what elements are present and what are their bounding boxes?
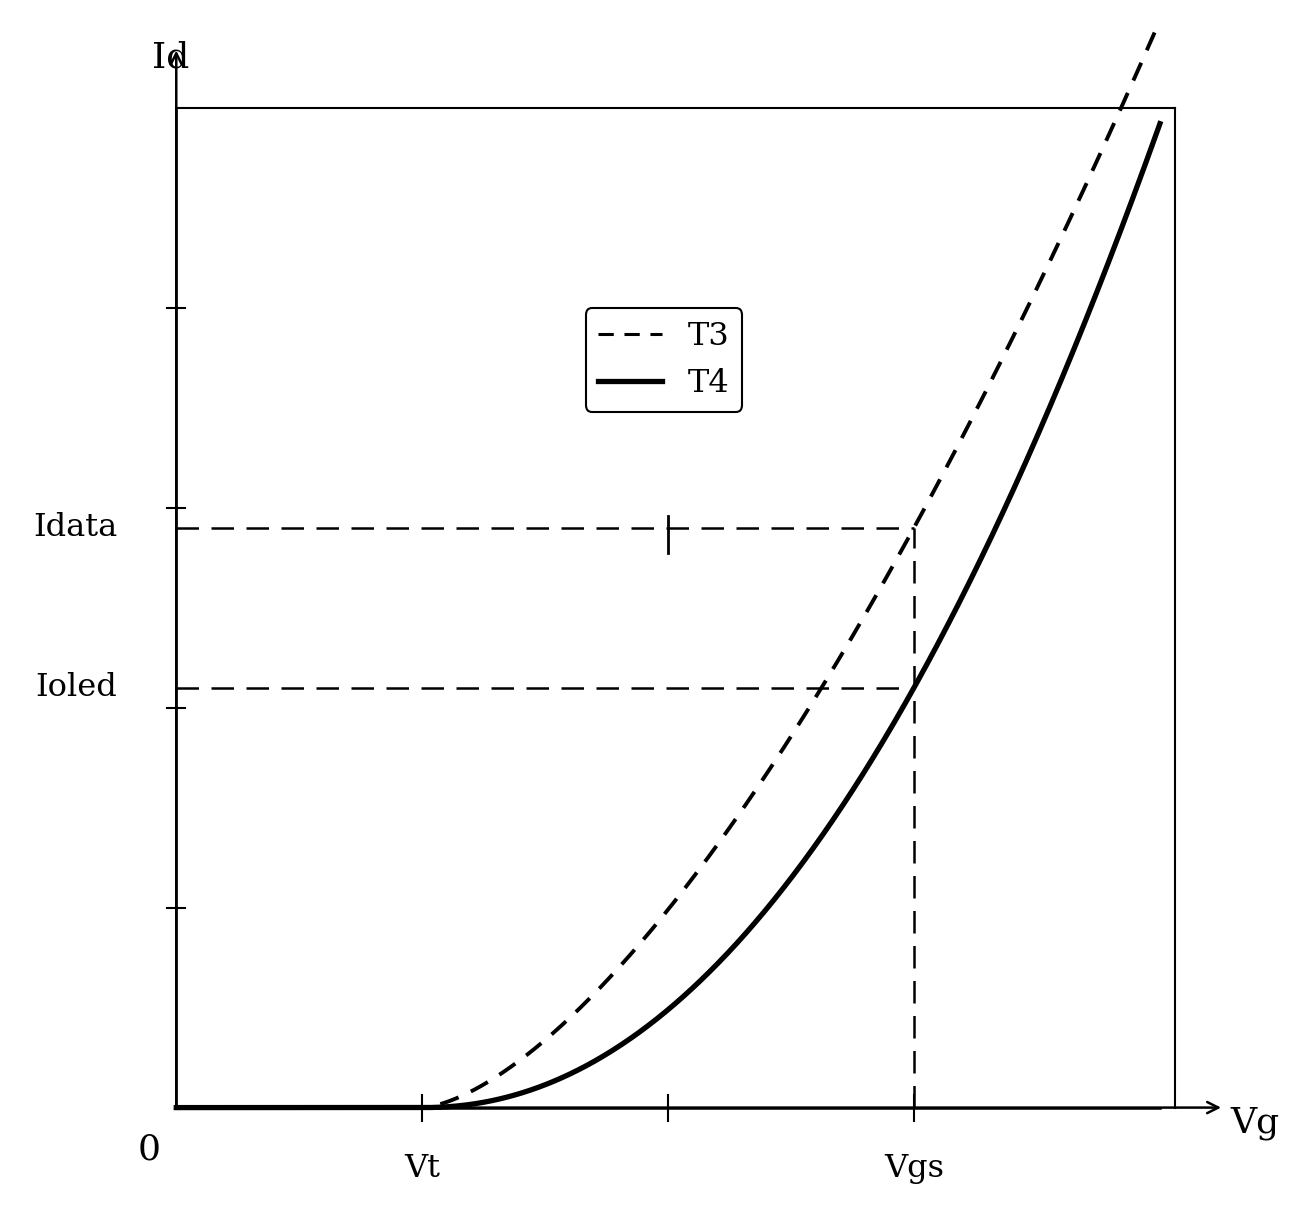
T3 <box>601 970 617 985</box>
T4 <box>844 784 859 799</box>
T3 <box>1151 13 1167 28</box>
Text: 0: 0 <box>138 1132 160 1166</box>
Line: T4: T4 <box>177 124 1159 1108</box>
T3 <box>844 630 859 644</box>
T4 <box>566 1065 582 1080</box>
T3 <box>935 466 951 480</box>
Text: Ioled: Ioled <box>35 672 118 703</box>
Text: Vg: Vg <box>1231 1105 1280 1139</box>
T3 <box>269 1100 284 1115</box>
T4 <box>935 626 951 641</box>
T3 <box>169 1100 185 1115</box>
T4 <box>269 1100 284 1115</box>
T4 <box>954 592 969 607</box>
Text: Id: Id <box>152 41 189 74</box>
Text: Idata: Idata <box>33 512 118 544</box>
Text: Vt: Vt <box>405 1153 440 1183</box>
Legend: T3, T4: T3, T4 <box>586 308 743 412</box>
T4 <box>1151 117 1167 131</box>
Text: Vgs: Vgs <box>884 1153 945 1183</box>
T4 <box>169 1100 185 1115</box>
T4 <box>601 1045 617 1059</box>
T3 <box>566 1007 582 1021</box>
T3 <box>954 432 969 446</box>
Line: T3: T3 <box>177 21 1159 1108</box>
